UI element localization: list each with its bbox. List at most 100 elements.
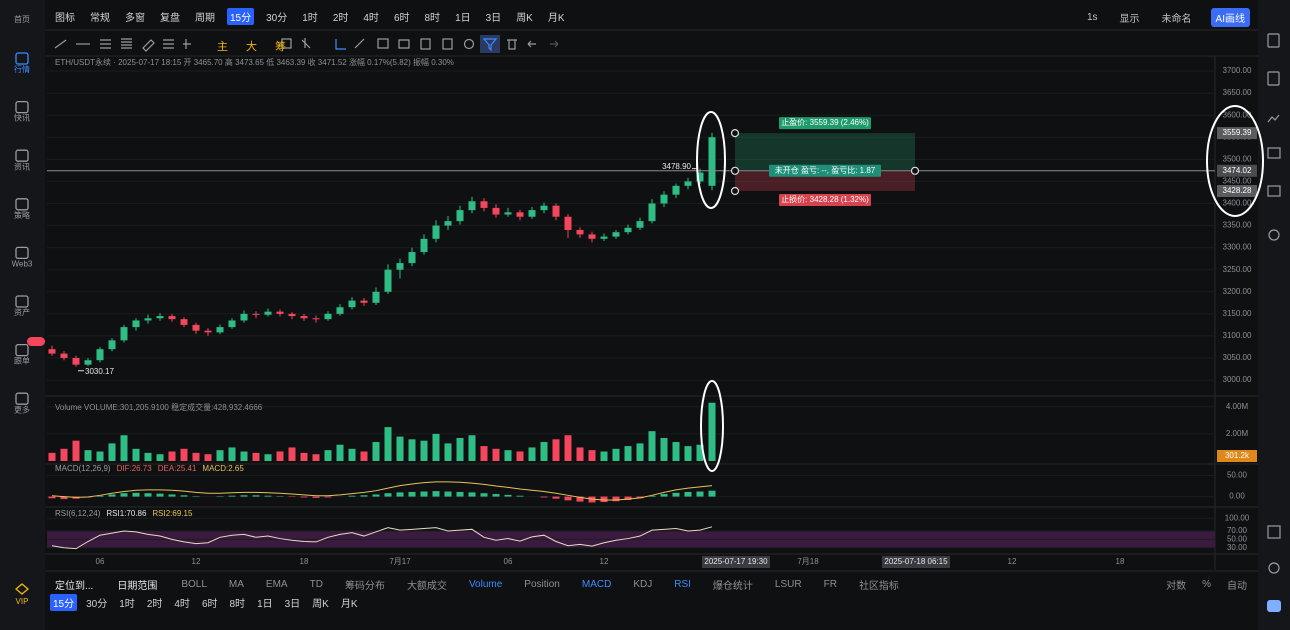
indicator-button[interactable]: LSUR <box>774 579 802 590</box>
indicator-button[interactable]: MACD <box>581 579 612 590</box>
indicator-button[interactable]: KDJ <box>633 579 653 590</box>
nav-icon[interactable] <box>15 149 29 162</box>
period-button[interactable]: 2时 <box>146 599 163 610</box>
overlay-button[interactable]: 大 <box>246 41 257 53</box>
toolbar-button[interactable]: 1s <box>1086 12 1098 23</box>
indicator-button[interactable]: FR <box>823 579 837 590</box>
bottom-button[interactable]: 定位到... <box>55 581 94 592</box>
overlay-button[interactable]: 主 <box>217 41 228 53</box>
right-tools[interactable] <box>1267 33 1281 612</box>
axis-option[interactable]: 自动 <box>1227 581 1247 592</box>
tool-icon[interactable] <box>377 38 389 49</box>
side-icon[interactable] <box>1267 114 1280 123</box>
tool-icon[interactable] <box>550 40 559 48</box>
nav-label[interactable]: 资产 <box>14 307 30 317</box>
drawing-tools[interactable] <box>54 35 559 53</box>
indicator-button[interactable]: Volume <box>468 579 503 590</box>
side-icon[interactable] <box>1267 33 1280 48</box>
period-button[interactable]: 1日 <box>257 599 273 610</box>
tool-icon[interactable] <box>142 39 155 52</box>
nav-icon[interactable] <box>15 246 29 260</box>
tool-icon[interactable] <box>354 38 365 49</box>
tool-icon[interactable] <box>482 38 498 52</box>
drag-handle[interactable] <box>910 166 920 175</box>
period-button[interactable]: 15分 <box>227 8 255 25</box>
indicator-button[interactable]: RSI <box>674 579 691 590</box>
axis-option[interactable]: % <box>1202 579 1211 590</box>
side-icon[interactable] <box>1268 562 1280 574</box>
tool-icon[interactable] <box>335 39 346 50</box>
tool-icon[interactable] <box>507 39 517 50</box>
indicator-button[interactable]: MA <box>228 579 244 590</box>
period-button[interactable]: 3日 <box>485 13 502 24</box>
indicator-button[interactable]: 大额成交 <box>406 581 447 592</box>
period-button[interactable]: 月K <box>340 599 358 610</box>
tool-icon[interactable] <box>442 38 453 50</box>
nav-label[interactable]: 策略 <box>14 210 30 220</box>
period-button[interactable]: 多窗 <box>125 13 145 24</box>
tool-icon[interactable] <box>281 38 292 49</box>
nav-label[interactable]: 行情 <box>14 64 30 74</box>
drag-handle[interactable] <box>730 129 740 138</box>
tool-icon[interactable] <box>420 38 431 50</box>
nav-label[interactable]: 跟单 <box>14 356 30 366</box>
period-button[interactable]: 常规 <box>90 13 110 24</box>
period-button[interactable]: 8时 <box>424 13 441 24</box>
vip-label[interactable]: VIP <box>16 597 29 606</box>
ai-button[interactable]: AI画线 <box>1210 8 1250 27</box>
side-icon[interactable] <box>1268 229 1280 241</box>
period-button[interactable]: 6时 <box>393 13 410 24</box>
period-button[interactable]: 1日 <box>455 13 471 24</box>
nav-label[interactable]: Web3 <box>12 260 33 269</box>
period-button[interactable]: 30分 <box>266 13 288 24</box>
period-button[interactable]: 复盘 <box>160 13 180 24</box>
tool-icon[interactable] <box>183 39 191 49</box>
drag-handle[interactable] <box>730 166 740 175</box>
period-button[interactable]: 15分 <box>50 594 78 611</box>
nav-label[interactable]: 更多 <box>14 404 30 414</box>
tool-icon[interactable] <box>54 39 67 49</box>
period-button[interactable]: 4时 <box>174 599 190 610</box>
tool-icon[interactable] <box>121 38 132 49</box>
indicator-button[interactable]: BOLL <box>181 579 207 590</box>
indicator-button[interactable]: EMA <box>265 579 288 590</box>
nav-icon[interactable] <box>15 198 29 211</box>
period-button[interactable]: 6时 <box>201 599 218 610</box>
period-button[interactable]: 1时 <box>119 599 135 610</box>
side-icon[interactable] <box>1267 525 1281 539</box>
nav-icon[interactable] <box>15 343 29 357</box>
nav-label[interactable]: 快讯 <box>14 113 30 123</box>
period-button[interactable]: 4时 <box>363 13 379 24</box>
tool-icon[interactable] <box>463 38 475 50</box>
period-button[interactable]: 30分 <box>86 599 108 610</box>
tool-icon[interactable] <box>527 40 536 48</box>
period-button[interactable]: 月K <box>547 13 565 24</box>
side-icon[interactable] <box>1267 147 1281 159</box>
side-icon[interactable] <box>1267 185 1281 197</box>
indicator-button[interactable]: 筹码分布 <box>344 581 385 592</box>
nav-icon[interactable] <box>15 100 29 114</box>
indicator-button[interactable]: Position <box>524 579 560 590</box>
toolbar-button[interactable]: 未命名 <box>1161 14 1192 25</box>
vip-icon[interactable] <box>14 583 30 595</box>
period-button[interactable]: 周K <box>312 599 329 610</box>
nav-icon[interactable] <box>15 392 29 405</box>
period-button[interactable]: 1时 <box>302 13 318 24</box>
period-button[interactable]: 图标 <box>55 13 75 24</box>
bottom-button[interactable]: 日期范围 <box>117 581 158 592</box>
tool-icon[interactable] <box>398 39 410 49</box>
period-button[interactable]: 8时 <box>229 599 246 610</box>
axis-option[interactable]: 对数 <box>1166 581 1187 592</box>
tool-icon[interactable] <box>163 39 174 49</box>
indicator-button[interactable]: 社区指标 <box>858 581 899 592</box>
period-button[interactable]: 周期 <box>195 13 215 24</box>
tool-icon[interactable] <box>100 39 111 49</box>
nav-icon[interactable] <box>15 52 29 65</box>
toolbar-button[interactable]: 显示 <box>1119 14 1140 25</box>
nav-label[interactable]: 资讯 <box>14 161 30 171</box>
overlay-button[interactable]: 筹 <box>275 41 286 53</box>
drag-handle[interactable] <box>730 186 740 196</box>
nav-label[interactable]: 首页 <box>14 14 30 24</box>
period-button[interactable]: 周K <box>516 13 533 24</box>
tool-active-bg[interactable] <box>480 35 500 53</box>
